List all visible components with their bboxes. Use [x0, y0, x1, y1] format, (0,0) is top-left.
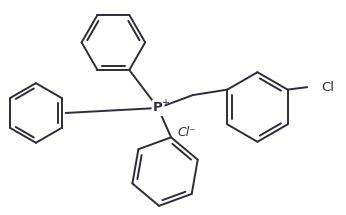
- Text: Cl: Cl: [321, 81, 334, 94]
- Text: +: +: [161, 98, 169, 108]
- Text: P: P: [153, 101, 163, 115]
- Text: Cl⁻: Cl⁻: [178, 126, 197, 139]
